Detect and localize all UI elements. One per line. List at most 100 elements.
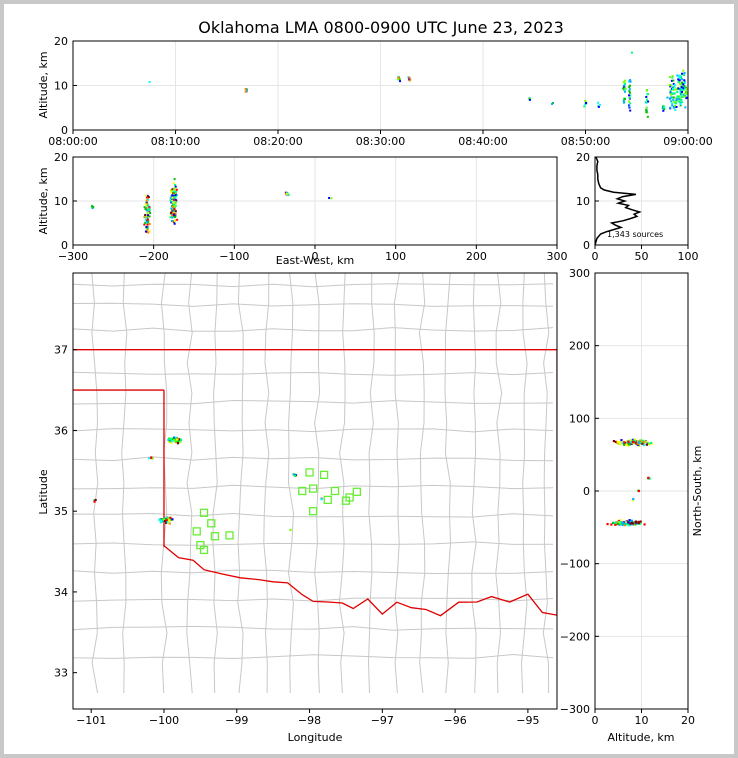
lightning-source: [168, 521, 171, 524]
ew-height-source: [174, 193, 177, 196]
time-height-source: [673, 85, 676, 88]
time-height-source: [628, 96, 631, 99]
time-height-source: [682, 83, 685, 86]
histogram-x-tick-label: 0: [592, 250, 599, 263]
time-height-source: [624, 79, 627, 82]
ew-height-source: [146, 223, 149, 226]
alt-ns-x-tick-label: 10: [635, 714, 649, 727]
time-height-source: [676, 88, 679, 91]
county-line: [471, 273, 477, 694]
ew-height-source: [176, 218, 179, 221]
county-line: [73, 541, 554, 546]
ew-height-source: [285, 192, 288, 195]
ew-height-source: [170, 219, 173, 222]
ew-height-source: [148, 215, 151, 218]
time-height-source: [677, 81, 680, 84]
alt-ns-source: [621, 441, 624, 445]
lma-station-marker: [352, 487, 361, 496]
ew-height-source: [170, 201, 173, 204]
time-height-x-tick-label: 08:20:00: [253, 135, 302, 148]
histogram-line: [594, 156, 642, 246]
alt-ns-source: [621, 523, 624, 527]
lightning-source: [164, 516, 168, 519]
ew-height-source: [173, 219, 176, 222]
ew-height-source: [146, 194, 149, 197]
alt-ns-source: [635, 440, 638, 443]
time-height-source: [682, 69, 685, 72]
county-line: [393, 273, 400, 694]
ew-height-source: [175, 190, 178, 193]
lma-station-marker: [309, 507, 318, 516]
time-height-x-tick-label: 09:00:00: [663, 135, 712, 148]
alt-ns-panel: 0 10 20 −300 −200 −100 0 100 200 300 Altitude, km…: [560, 267, 704, 744]
ew-height-source: [174, 205, 177, 208]
county-line: [73, 399, 554, 405]
time-height-source: [670, 92, 673, 95]
ew-height-source: [147, 231, 150, 234]
lightning-source: [163, 520, 166, 523]
alt-ns-y-tick-label: −200: [560, 630, 590, 643]
time-height-source: [678, 98, 681, 101]
time-height-source: [645, 111, 648, 114]
ew-height-source: [145, 196, 148, 199]
time-height-source: [630, 51, 633, 54]
lightning-source: [178, 438, 181, 441]
alt-ns-source: [623, 441, 626, 444]
time-height-source: [678, 100, 681, 103]
time-height-source: [684, 86, 687, 89]
histogram-x-tick-label: 100: [678, 250, 699, 263]
lma-station-marker: [323, 495, 332, 505]
ew-height-source: [285, 191, 288, 194]
county-line: [418, 273, 426, 694]
lightning-source: [178, 440, 182, 444]
time-height-source: [674, 106, 677, 109]
time-height-source: [623, 80, 626, 83]
ew-height-source: [328, 196, 331, 199]
alt-ns-x-tick-label: 0: [592, 714, 599, 727]
lma-station-marker: [319, 470, 329, 480]
lma-station-marker: [192, 527, 201, 536]
county-line: [212, 273, 218, 694]
time-height-source: [683, 82, 686, 85]
alt-ns-source: [626, 441, 629, 444]
alt-ns-y-tick-label: 100: [569, 412, 590, 425]
plan-view-x-tick-label: −100: [149, 714, 179, 727]
alt-ns-ylabel: North-South, km: [691, 446, 704, 537]
histogram-panel: 0 50 100 0 10 20 1,343 sources: [576, 151, 699, 263]
time-height-source: [408, 76, 411, 79]
lightning-source: [170, 441, 173, 444]
ew-height-source: [169, 197, 172, 200]
time-height-source: [671, 74, 674, 77]
time-height-source: [678, 76, 681, 79]
alt-ns-source: [629, 522, 632, 525]
ew-height-source: [170, 191, 173, 194]
county-line: [121, 273, 128, 694]
lightning-source: [320, 498, 323, 501]
alt-ns-source: [632, 438, 635, 442]
lma-station-marker: [305, 468, 314, 477]
plan-view-x-tick-label: −98: [298, 714, 321, 727]
time-height-source: [408, 79, 411, 82]
alt-ns-source: [622, 522, 625, 525]
alt-ns-source: [618, 523, 622, 526]
county-line: [73, 456, 554, 462]
time-height-source: [678, 74, 681, 77]
time-height-source: [678, 79, 681, 82]
lightning-source: [169, 439, 172, 443]
ew-height-source: [145, 194, 148, 197]
time-height-source: [685, 96, 688, 99]
time-height-ylabel: Altitude, km: [37, 51, 50, 118]
alt-ns-source: [637, 489, 641, 493]
ew-height-source: [144, 208, 147, 211]
alt-ns-source: [610, 523, 613, 526]
alt-ns-y-tick-label: 300: [569, 267, 590, 280]
lightning-source: [168, 522, 171, 525]
ew-height-source: [174, 216, 177, 219]
ew-height-source: [145, 214, 148, 217]
red-river-border: [163, 545, 557, 617]
alt-ns-source: [648, 477, 651, 480]
ew-height-source: [172, 203, 175, 206]
alt-ns-source: [631, 441, 634, 444]
ew-height-source: [145, 217, 148, 220]
ew-height-source: [146, 222, 149, 225]
